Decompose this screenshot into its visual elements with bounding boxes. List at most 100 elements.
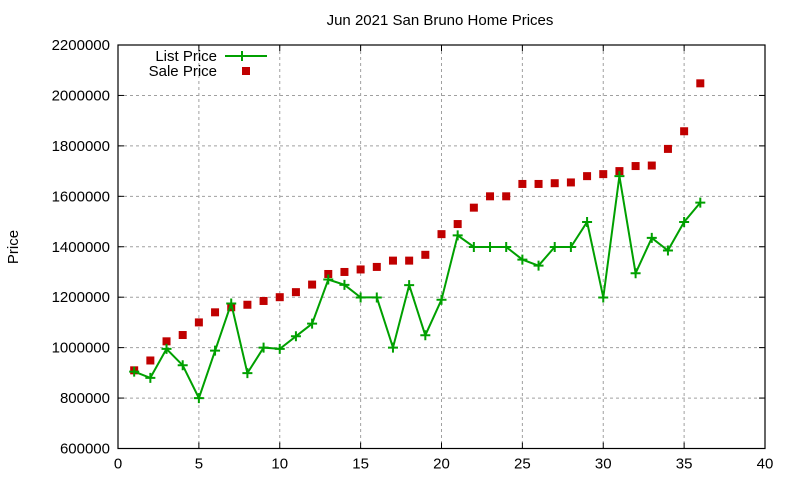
list-price-point (371, 292, 382, 303)
sale-price-point (178, 331, 187, 340)
x-tick-label: 20 (433, 456, 450, 473)
list-price-point (420, 330, 431, 341)
y-tick-label: 800000 (60, 390, 110, 407)
legend-square-marker-icon (242, 67, 250, 75)
y-tick-label: 2200000 (52, 37, 110, 54)
list-price-point (226, 298, 237, 309)
sale-price-point (550, 179, 559, 188)
list-price-point (452, 230, 463, 241)
x-tick-label: 0 (114, 456, 122, 473)
sale-price-point (453, 220, 462, 229)
sale-price-point (259, 296, 268, 305)
list-price-point (630, 268, 641, 279)
chart-title: Jun 2021 San Bruno Home Prices (327, 12, 554, 29)
y-tick-label: 1400000 (52, 239, 110, 256)
sale-price-point (421, 250, 430, 259)
list-price-point (355, 292, 366, 303)
sale-price-point (194, 318, 203, 327)
sale-price-point (275, 293, 284, 302)
sale-price-point (372, 262, 381, 271)
y-tick-label: 1600000 (52, 188, 110, 205)
sale-price-point (566, 178, 575, 187)
list-price-point (339, 279, 350, 290)
list-price-point (274, 343, 285, 354)
axis-ticks (117, 44, 766, 449)
sale-price-point (696, 79, 705, 88)
x-tick-label: 40 (757, 456, 774, 473)
sale-price-point (599, 170, 608, 179)
y-axis-tick-labels: 600000 800000 1000000 1200000 1400000 1600000… (52, 37, 110, 458)
list-price-point (468, 242, 479, 253)
y-tick-label: 600000 (60, 441, 110, 458)
legend-label-sale-price: Sale Price (149, 63, 217, 80)
list-price-point (193, 393, 204, 404)
x-tick-label: 5 (195, 456, 203, 473)
sale-price-point (615, 167, 624, 176)
list-price-point (177, 360, 188, 371)
sale-price-point (663, 144, 672, 153)
data-series (129, 79, 706, 404)
y-tick-label: 1200000 (52, 289, 110, 306)
list-price-point (436, 294, 447, 305)
sale-price-point (324, 269, 333, 278)
list-price-point (501, 242, 512, 253)
list-price-point (695, 197, 706, 208)
list-price-point (662, 245, 673, 256)
list-price-point (290, 331, 301, 342)
y-tick-label: 2000000 (52, 87, 110, 104)
list-price-point (679, 217, 690, 228)
list-price-point (404, 280, 415, 291)
sale-price-point (388, 256, 397, 265)
sale-price-point (437, 230, 446, 239)
list-price-point (598, 292, 609, 303)
list-price-point (533, 260, 544, 271)
list-price-point (387, 342, 398, 353)
x-tick-label: 10 (271, 456, 288, 473)
x-tick-label: 15 (352, 456, 369, 473)
legend-plus-marker-icon (237, 51, 247, 61)
sale-price-point (291, 288, 300, 297)
y-tick-label: 1800000 (52, 138, 110, 155)
sale-price-point (211, 308, 220, 317)
list-price-point (549, 242, 560, 253)
sale-price-point (631, 162, 640, 171)
list-price-point (210, 345, 221, 356)
list-price-point (307, 318, 318, 329)
sale-price-point (308, 280, 317, 289)
list-price-point (323, 274, 334, 285)
sale-price-point (534, 179, 543, 188)
legend: List Price Sale Price (149, 48, 267, 80)
sale-price-point (340, 267, 349, 276)
y-axis-label: Price (5, 230, 22, 264)
sale-price-point (486, 192, 495, 201)
sale-price-point (146, 356, 155, 365)
list-price-point (517, 254, 528, 265)
list-price-point (614, 171, 625, 182)
sale-price-point (469, 203, 478, 212)
sale-price-point (162, 337, 171, 346)
grid-lines (118, 45, 765, 449)
list-price-point (485, 242, 496, 253)
x-tick-label: 25 (514, 456, 531, 473)
x-tick-label: 30 (595, 456, 612, 473)
x-axis-tick-labels: 0 5 10 15 20 25 30 35 40 (114, 456, 774, 473)
x-tick-label: 35 (676, 456, 693, 473)
list-price-point (646, 232, 657, 243)
list-price-point (145, 372, 156, 383)
sale-price-point (243, 300, 252, 309)
list-price-point (258, 342, 269, 353)
list-price-point (242, 368, 253, 379)
list-price-point (161, 343, 172, 354)
sale-price-point (647, 161, 656, 170)
sale-price-point (405, 256, 414, 265)
sale-price-point (356, 265, 365, 274)
sale-price-point (502, 192, 511, 201)
list-price-point (129, 366, 140, 377)
legend-label-list-price: List Price (155, 48, 217, 65)
list-price-point (565, 242, 576, 253)
sale-price-point (680, 127, 689, 136)
sale-price-point (518, 179, 527, 188)
y-tick-label: 1000000 (52, 340, 110, 357)
list-price-point (582, 217, 593, 228)
